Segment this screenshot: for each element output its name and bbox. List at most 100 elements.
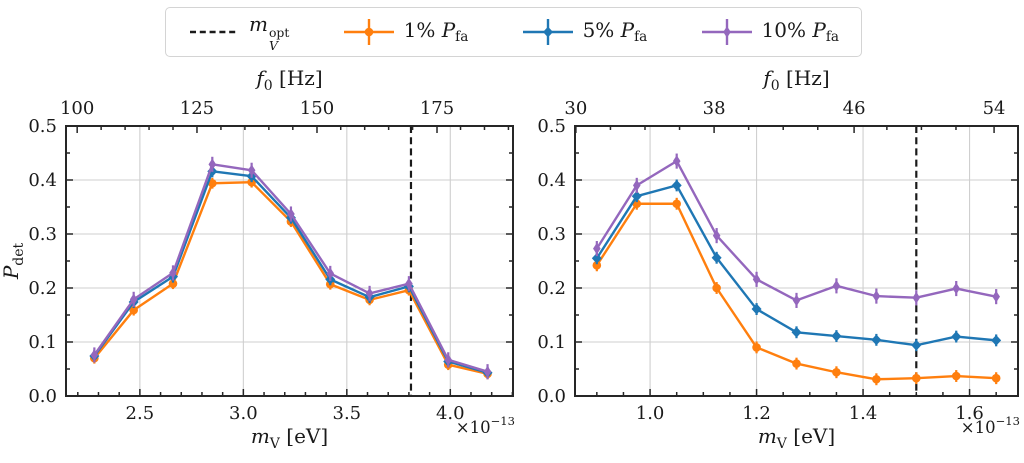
y-tick-label: 0.3 — [537, 224, 566, 245]
marker — [912, 291, 921, 304]
top-tick-label: 125 — [180, 98, 214, 119]
series-pfa-5 — [89, 165, 493, 379]
top-axis-title: f0 [Hz] — [254, 66, 322, 94]
x-tick-label: 4.0 — [436, 403, 465, 424]
marker — [631, 190, 642, 202]
marker — [991, 334, 1002, 346]
x-tick-label: 3.5 — [333, 403, 362, 424]
y-tick-label: 0.4 — [28, 170, 57, 191]
marker — [168, 279, 178, 288]
x-axis-label: mV [eV] — [251, 424, 328, 452]
marker — [672, 199, 681, 209]
marker — [712, 283, 721, 293]
marker — [832, 280, 841, 292]
marker — [444, 354, 453, 366]
legend: m opt V 1% Pfa 5% Pfa 10% Pfa — [165, 7, 862, 57]
legend-item-pfa-5: 5% Pfa — [522, 16, 648, 48]
top-tick-label: 54 — [983, 98, 1006, 119]
x-tick-label: 3.0 — [229, 403, 258, 424]
y-tick-label: 0.5 — [28, 116, 57, 137]
marker — [326, 267, 335, 280]
y-tick-label: 0.0 — [537, 386, 566, 407]
marker — [129, 305, 138, 315]
marker — [791, 326, 802, 338]
series-line-pfa-5 — [93, 170, 488, 374]
marker — [872, 374, 881, 384]
left-plot: 0.0 0.1 0.2 0.3 0.4 0.5 2.5 3.0 3.5 4.0 100 125 150 1… — [0, 66, 515, 452]
x-tick-label: 1.2 — [742, 403, 771, 424]
offset-label: ×10−13 — [456, 414, 515, 437]
top-tick-label: 150 — [300, 98, 334, 119]
marker — [365, 287, 374, 300]
marker — [952, 282, 961, 295]
ticks — [66, 125, 514, 397]
series-line-pfa-10 — [595, 159, 997, 302]
marker — [247, 164, 256, 177]
legend-item-pfa-1: 1% Pfa — [343, 16, 469, 48]
top-axis-title: f0 [Hz] — [761, 66, 829, 94]
axes-spines — [574, 125, 1019, 397]
legend-label-pfa-10: 10% Pfa — [761, 18, 839, 46]
errorbar-marker-sample — [522, 19, 573, 45]
marker — [871, 334, 882, 346]
marker — [591, 252, 602, 264]
x-tick-label: 1.0 — [636, 403, 665, 424]
marker — [912, 373, 921, 383]
x-tick-label: 1.6 — [955, 403, 984, 424]
marker — [712, 229, 721, 242]
series-line-pfa-10 — [93, 163, 488, 373]
marker — [872, 290, 881, 302]
errorbar-marker-sample — [343, 19, 394, 45]
marker — [752, 343, 761, 352]
marker — [711, 252, 722, 264]
marker — [672, 155, 681, 167]
marker — [169, 267, 177, 279]
errorbar-marker-sample — [701, 19, 752, 45]
marker — [208, 158, 217, 171]
series-pfa-5 — [591, 179, 1002, 352]
y-axis-label: Pdet — [0, 242, 27, 280]
marker — [405, 277, 413, 290]
marker — [831, 330, 842, 342]
marker — [792, 359, 801, 368]
marker — [992, 290, 1000, 303]
x-axis-label: mV [eV] — [758, 424, 835, 452]
ticks — [575, 125, 1018, 397]
top-tick-label: 46 — [843, 98, 866, 119]
gridlines — [575, 125, 1018, 396]
series-pfa-10 — [593, 153, 1000, 308]
dashed-line-sample — [190, 30, 238, 34]
top-tick-label: 30 — [564, 98, 587, 119]
legend-item-pfa-10: 10% Pfa — [701, 16, 839, 48]
y-tick-label: 0.5 — [537, 116, 566, 137]
y-tick-label: 0.3 — [28, 224, 57, 245]
legend-label-mv-opt: m opt V — [249, 11, 290, 54]
marker — [792, 294, 801, 307]
marker — [129, 293, 138, 306]
top-tick-label: 175 — [420, 98, 454, 119]
y-tick-label: 0.4 — [537, 170, 566, 191]
y-tick-label: 0.1 — [537, 332, 566, 353]
marker — [991, 373, 1001, 383]
top-tick-label: 38 — [703, 98, 726, 119]
marker — [911, 339, 922, 351]
y-tick-label: 0.1 — [28, 332, 57, 353]
marker — [287, 208, 295, 220]
legend-label-pfa-5: 5% Pfa — [582, 18, 648, 46]
marker — [592, 261, 602, 270]
x-tick-label: 2.5 — [126, 403, 155, 424]
marker — [632, 179, 641, 192]
legend-item-mv-opt: m opt V — [188, 11, 290, 54]
legend-label-pfa-1: 1% Pfa — [403, 18, 469, 46]
marker — [951, 371, 961, 381]
marker — [364, 27, 373, 37]
marker — [671, 180, 682, 191]
y-tick-label: 0.2 — [537, 278, 566, 299]
y-tick-label: 0.0 — [28, 386, 57, 407]
marker — [208, 178, 217, 188]
marker — [593, 242, 601, 255]
x-tick-label: 1.4 — [849, 403, 878, 424]
marker — [832, 367, 841, 377]
